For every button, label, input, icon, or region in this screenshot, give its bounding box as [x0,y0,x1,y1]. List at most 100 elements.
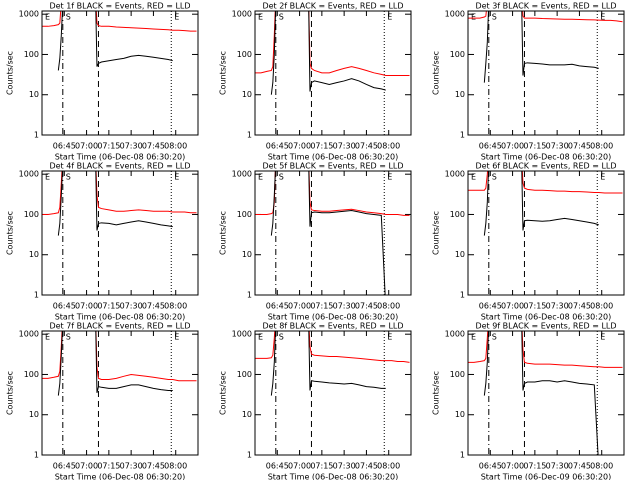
plot-area [42,331,197,396]
x-tick-label: 07:15 [523,302,546,311]
y-tick-label: 100 [450,50,465,59]
series-line [42,331,197,382]
y-axis-label: Counts/sec [219,51,228,95]
marker-label: S [279,173,284,182]
x-tick-label: 06:45 [266,302,289,311]
x-axis-label: Start Time (06-Dec-08 06:30:20) [481,313,612,322]
series-line [255,331,410,363]
series-line [468,171,623,194]
marker-label: E [387,173,392,182]
x-tick-label: 07:30 [333,302,356,311]
x-axis-label: Start Time (06-Dec-08 06:30:20) [268,153,399,162]
x-tick-label: 07:45 [142,142,165,151]
marker-label: S [492,13,497,22]
y-tick-label: 100 [237,210,252,219]
marker-label: E [387,13,392,22]
y-tick-label: 100 [24,50,39,59]
marker-label: E [45,173,50,182]
marker-label: E [471,333,476,342]
x-tick-label: 06:45 [266,142,289,151]
marker-label: E [258,173,263,182]
x-tick-label: 07:30 [333,142,356,151]
panel-title: Det 9f BLACK = Events, RED = LLD [475,322,616,331]
series-line [42,11,197,32]
y-tick-label: 1000 [445,10,465,19]
x-tick-label: 07:30 [546,142,569,151]
panel: Det 7f BLACK = Events, RED = LLD Start Ti… [6,322,199,480]
series-line [57,331,173,396]
x-tick-label: 08:00 [164,462,187,471]
marker-label: S [66,173,71,182]
x-tick-label: 07:30 [333,462,356,471]
marker-label: S [492,333,497,342]
plot-frame [41,10,199,136]
y-axis-label: Counts/sec [432,51,441,95]
x-tick-label: 08:00 [164,302,187,311]
plot-frame [467,10,625,136]
plot-frame [41,170,199,296]
x-tick-label: 07:00 [288,302,311,311]
x-tick-label: 07:00 [501,302,524,311]
plot-area [255,331,410,396]
y-tick-label: 1000 [19,170,39,179]
x-axis-label: Start Time (06-Dec-09 06:30:20) [481,473,612,480]
panel: Det 8f BLACK = Events, RED = LLD Start Ti… [219,322,412,480]
y-axis-label: Counts/sec [219,211,228,255]
marker-label: E [174,13,179,22]
series-line [270,331,386,396]
x-tick-label: 07:45 [142,462,165,471]
x-tick-label: 08:00 [590,462,613,471]
y-tick-label: 1 [460,131,465,140]
y-tick-label: 10 [29,410,39,419]
y-tick-label: 1000 [232,10,252,19]
x-tick-label: 07:15 [97,142,120,151]
x-axis-label: Start Time (06-Dec-08 06:30:20) [55,313,186,322]
series-line [468,331,623,368]
panel: Det 2f BLACK = Events, RED = LLD Start Ti… [219,2,412,162]
x-tick-label: 06:45 [266,462,289,471]
x-axis-label: Start Time (06-Dec-08 06:30:20) [268,313,399,322]
y-tick-label: 1000 [445,330,465,339]
marker-label: E [600,333,605,342]
series-line [483,171,599,236]
series-line [468,11,623,23]
x-tick-label: 07:00 [75,302,98,311]
x-tick-label: 07:30 [546,302,569,311]
x-tick-label: 08:00 [377,462,400,471]
y-axis-label: Counts/sec [219,371,228,415]
marker-label: E [174,173,179,182]
marker-label: E [600,173,605,182]
x-tick-label: 07:15 [310,302,333,311]
series-line [270,11,386,95]
y-axis-label: Counts/sec [432,211,441,255]
x-tick-label: 08:00 [377,142,400,151]
y-tick-label: 100 [450,210,465,219]
x-axis-label: Start Time (06-Dec-08 06:30:20) [481,153,612,162]
x-tick-label: 07:45 [355,302,378,311]
y-axis-label: Counts/sec [6,51,15,95]
series-line [57,171,173,236]
plot-frame [467,170,625,296]
y-tick-label: 100 [237,50,252,59]
y-tick-label: 100 [237,370,252,379]
marker-label: E [258,333,263,342]
marker-label: E [471,173,476,182]
x-tick-label: 07:15 [97,302,120,311]
x-tick-label: 06:45 [53,302,76,311]
x-tick-label: 08:00 [377,302,400,311]
y-tick-label: 10 [455,250,465,259]
marker-label: E [45,13,50,22]
panel-title: Det 8f BLACK = Events, RED = LLD [262,322,403,331]
marker-label: S [66,333,71,342]
panel: Det 3f BLACK = Events, RED = LLD Start Ti… [432,2,625,162]
x-tick-label: 08:00 [590,142,613,151]
plot-area [468,171,623,236]
x-tick-label: 08:00 [590,302,613,311]
y-tick-label: 1 [34,451,39,460]
marker-label: S [492,173,497,182]
x-tick-label: 07:30 [120,462,143,471]
x-tick-label: 06:45 [53,142,76,151]
y-tick-label: 1 [34,291,39,300]
y-tick-label: 1000 [19,10,39,19]
